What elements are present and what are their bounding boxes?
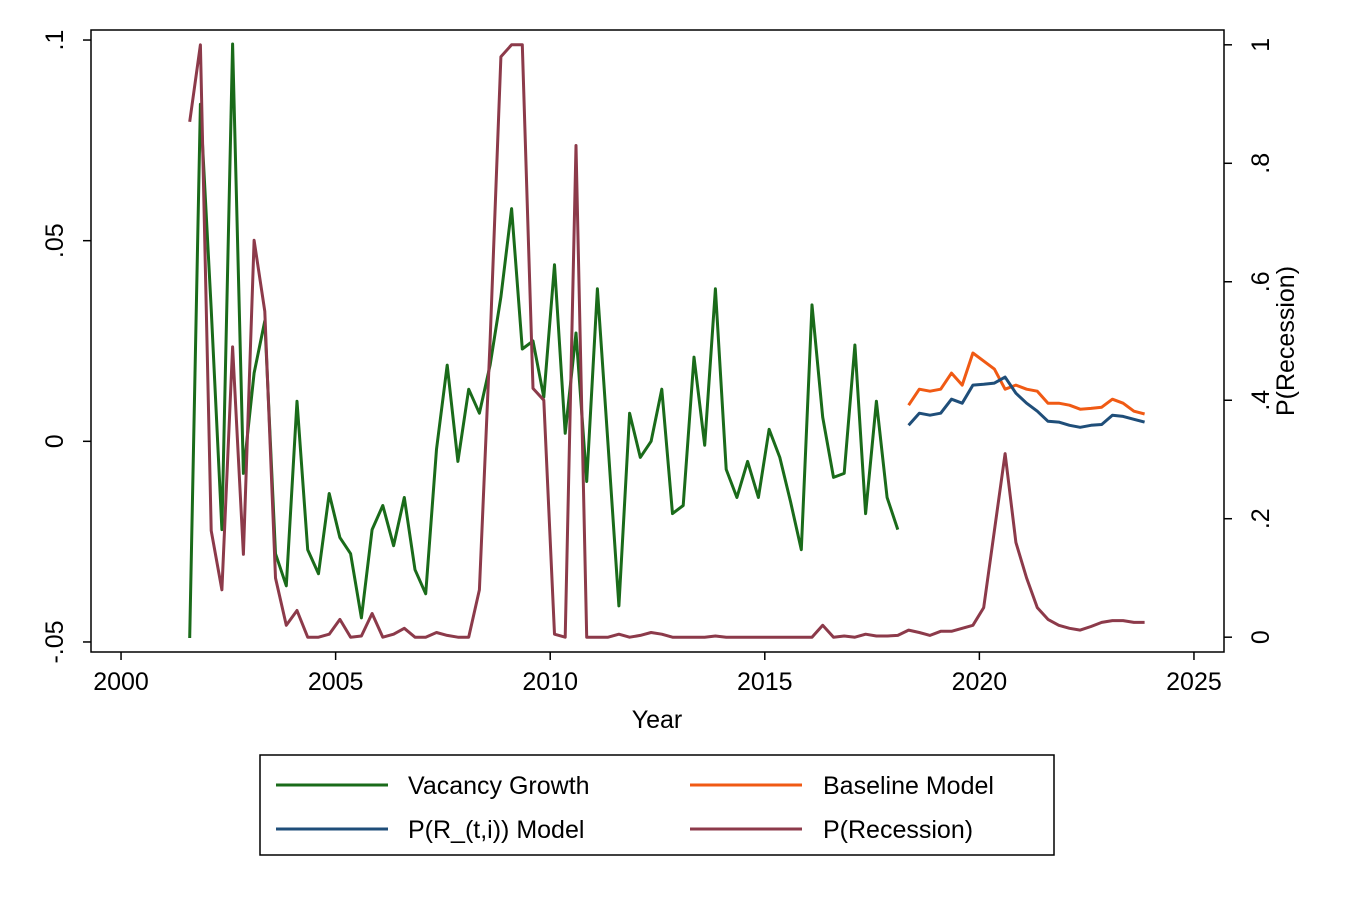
x-axis: 2000 2005 2010 2015 2020 2025	[93, 652, 1222, 696]
series-line-3	[188, 43, 1145, 639]
legend-box	[259, 754, 1055, 856]
x-tick-label: 2020	[952, 668, 1008, 696]
plot-region	[90, 29, 1225, 653]
y-right-axis: 0 .2 .4 .6 .8 1	[1224, 38, 1275, 644]
y-right-tick-label: .2	[1247, 508, 1275, 529]
series-layer	[188, 42, 1145, 639]
y-right-tick-label: 0	[1247, 630, 1275, 644]
series-line-0	[188, 42, 900, 639]
x-axis-title: Year	[632, 706, 683, 734]
x-tick-label: 2005	[308, 668, 364, 696]
series-line-2	[907, 375, 1145, 429]
x-tick-label: 2025	[1166, 668, 1222, 696]
y-left-tick-label: 0	[41, 434, 69, 448]
x-tick-label: 2000	[93, 668, 149, 696]
y-left-tick-label: .1	[41, 30, 69, 51]
x-tick-label: 2010	[522, 668, 578, 696]
y-right-tick-label: .4	[1247, 390, 1275, 411]
legend-label: Baseline Model	[823, 772, 994, 800]
y-left-axis: -.05 0 .05 .1	[41, 30, 91, 664]
legend-items: Vacancy Growth Baseline Model P(R_(t,i)) M…	[276, 772, 994, 844]
series-line-1	[907, 351, 1145, 416]
legend-label: P(Recession)	[823, 816, 973, 844]
y-right-tick-label: .8	[1247, 153, 1275, 174]
y-right-tick-label: .6	[1247, 271, 1275, 292]
y-right-tick-label: 1	[1247, 38, 1275, 52]
y-left-tick-label: .05	[41, 223, 69, 258]
legend-label: P(R_(t,i)) Model	[408, 816, 584, 844]
y-right-axis-title: P(Recession)	[1272, 266, 1300, 416]
legend-label: Vacancy Growth	[408, 772, 590, 800]
y-left-tick-label: -.05	[41, 620, 69, 663]
legend: Vacancy Growth Baseline Model P(R_(t,i)) M…	[259, 754, 1055, 856]
x-tick-label: 2015	[737, 668, 793, 696]
